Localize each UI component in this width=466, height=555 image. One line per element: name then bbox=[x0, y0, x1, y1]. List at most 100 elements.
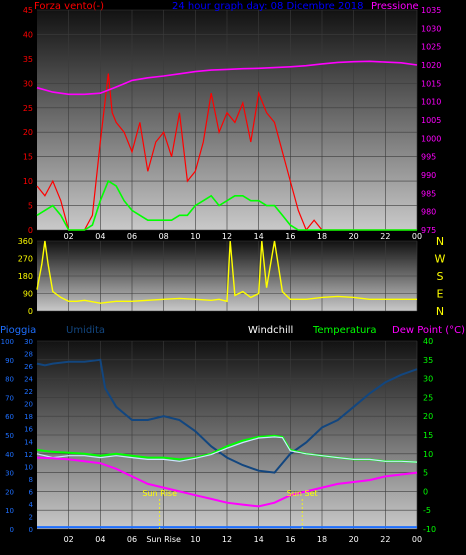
pressure-tick-label: 1010 bbox=[421, 98, 441, 107]
wind-grid bbox=[37, 9, 418, 231]
series-direction bbox=[36, 240, 417, 304]
humidity-tick-label: 28 bbox=[24, 351, 33, 359]
temp-x-tick-label: 12 bbox=[222, 535, 232, 544]
direction-tick-label: 360 bbox=[18, 237, 33, 246]
pressure-tick-label: 985 bbox=[421, 189, 436, 198]
sun-markers: Sun Rise Sun Set bbox=[142, 489, 318, 529]
humidity-tick-label: 8 bbox=[29, 476, 33, 484]
temperature-tick-label: 40 bbox=[423, 337, 433, 346]
temp-x-tick-label: 00 bbox=[412, 535, 422, 544]
temp-x-tick-label: 10 bbox=[190, 535, 200, 544]
rain-tick-label: 90 bbox=[5, 357, 14, 365]
temp-x-tick-label: Sun Rise bbox=[146, 535, 181, 544]
series-pressure bbox=[36, 60, 418, 96]
wind-x-tick-label: 20 bbox=[349, 232, 359, 241]
wind-tick-label: 25 bbox=[23, 104, 33, 113]
rain-tick-label: 30 bbox=[5, 470, 14, 478]
humidity-tick-label: 20 bbox=[24, 401, 33, 409]
rain-ticks: 0 10 20 30 40 50 60 70 80 90 100 bbox=[1, 338, 14, 534]
series-gust bbox=[36, 73, 417, 232]
temperature-tick-label: 30 bbox=[423, 375, 433, 384]
rain-tick-label: 10 bbox=[5, 507, 14, 515]
wind-x-tick-label: 00 bbox=[412, 232, 422, 241]
temp-x-tick-label: 06 bbox=[127, 535, 137, 544]
humidity-tick-label: 30 bbox=[24, 338, 33, 346]
series-windchill bbox=[36, 436, 418, 463]
pressure-tick-label: 1035 bbox=[421, 6, 441, 15]
humidity-tick-label: 12 bbox=[24, 451, 33, 459]
legend-item: Dew Point (°C) bbox=[392, 325, 465, 336]
temperature-tick-label: 5 bbox=[423, 469, 428, 478]
temp-x-tick-label: 22 bbox=[380, 535, 390, 544]
wind-axis-title: Forza vento(-) bbox=[34, 1, 104, 12]
pressure-tick-label: 1020 bbox=[421, 61, 441, 70]
wind-x-tick-label: 22 bbox=[380, 232, 390, 241]
humidity-tick-label: 24 bbox=[24, 376, 33, 384]
humidity-tick-label: 10 bbox=[24, 463, 33, 471]
wind-x-tick-label: 16 bbox=[285, 232, 295, 241]
wind-tick-label: 35 bbox=[23, 55, 33, 64]
rain-tick-label: 40 bbox=[5, 451, 14, 459]
temp-series bbox=[36, 358, 418, 529]
wind-x-tick-label: 14 bbox=[254, 232, 264, 241]
direction-tick-label: 180 bbox=[18, 272, 33, 281]
wind-x-tick-label: 08 bbox=[159, 232, 169, 241]
humidity-tick-label: 0 bbox=[29, 526, 33, 534]
humidity-tick-label: 2 bbox=[29, 513, 33, 521]
compass-label: W bbox=[435, 253, 446, 266]
direction-left-ticks: 0 90 180 270 360 bbox=[18, 237, 33, 316]
temp-legend: Pioggia Umidita Windchill Temperatura Dew Po… bbox=[0, 325, 465, 336]
pressure-tick-label: 975 bbox=[421, 226, 436, 235]
temp-x-tick-label: 04 bbox=[95, 535, 105, 544]
temperature-tick-label: 20 bbox=[423, 412, 433, 421]
wind-x-tick-label: 06 bbox=[127, 232, 137, 241]
series-avg bbox=[36, 179, 417, 231]
wind-x-tick-label: 18 bbox=[317, 232, 327, 241]
rain-tick-label: 0 bbox=[10, 526, 14, 534]
wind-tick-label: 20 bbox=[23, 128, 33, 137]
wind-series bbox=[36, 60, 418, 232]
wind-x-tick-label: 12 bbox=[222, 232, 232, 241]
temp-x-tick-label: 02 bbox=[64, 535, 74, 544]
direction-series bbox=[36, 240, 417, 304]
humidity-tick-label: 4 bbox=[29, 501, 34, 509]
series-umidita bbox=[36, 358, 418, 474]
rain-tick-label: 100 bbox=[1, 338, 14, 346]
rain-tick-label: 20 bbox=[5, 488, 14, 496]
temperature-tick-label: 15 bbox=[423, 431, 433, 440]
wind-tick-label: 10 bbox=[23, 177, 33, 186]
temperature-tick-label: -5 bbox=[423, 506, 431, 515]
compass-label: N bbox=[436, 235, 444, 248]
humidity-tick-label: 22 bbox=[24, 388, 33, 396]
temp-x-ticks: 02 04 06 Sun Rise 10 12 14 16 18 20 22 00 bbox=[64, 535, 423, 544]
wind-tick-label: 5 bbox=[28, 202, 33, 211]
pressure-tick-label: 1000 bbox=[421, 134, 441, 143]
wind-right-ticks: 975 980 985 990 995 1000 1005 1010 1015 1020 1025 1… bbox=[421, 6, 441, 235]
wind-tick-label: 15 bbox=[23, 153, 33, 162]
humidity-tick-label: 18 bbox=[24, 413, 33, 421]
rain-tick-label: 70 bbox=[5, 394, 14, 402]
wind-tick-label: 40 bbox=[23, 30, 33, 39]
wind-tick-label: 0 bbox=[28, 226, 33, 235]
legend-item: Umidita bbox=[66, 325, 105, 336]
temp-x-tick-label: 20 bbox=[349, 535, 359, 544]
humidity-tick-label: 6 bbox=[29, 488, 34, 496]
rain-tick-label: 60 bbox=[5, 413, 14, 421]
temperature-tick-label: 10 bbox=[423, 450, 433, 459]
temperature-tick-label: 25 bbox=[423, 393, 433, 402]
temp-x-tick-label: 18 bbox=[317, 535, 327, 544]
pressure-tick-label: 995 bbox=[421, 153, 436, 162]
sun-marker-label: Sun Set bbox=[287, 489, 318, 498]
temperature-ticks: -10 -5 0 5 10 15 20 25 30 35 40 bbox=[423, 337, 436, 534]
temperature-tick-label: 35 bbox=[423, 356, 433, 365]
temp-x-tick-label: 14 bbox=[254, 535, 264, 544]
temp-x-tick-label: 16 bbox=[285, 535, 295, 544]
series-dew-point-c- bbox=[36, 456, 418, 508]
wind-tick-label: 45 bbox=[23, 6, 33, 15]
wind-x-tick-label: 02 bbox=[64, 232, 74, 241]
